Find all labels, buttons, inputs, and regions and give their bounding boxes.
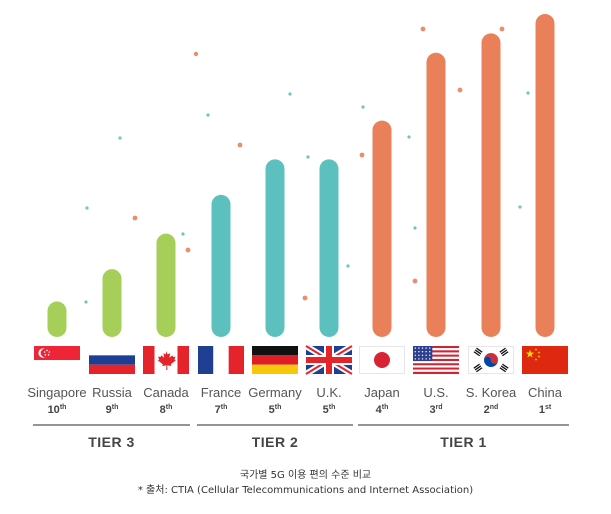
decor-dot [288,92,292,96]
rank-label: 1st [539,404,552,416]
chart-source: * 출처: CTIA (Cellular Telecommunications … [137,485,474,496]
tier-groups: TIER 3 TIER 2 TIER 1 [33,424,569,450]
decor-dot [518,205,522,209]
decorative-dots [84,26,530,304]
decor-dot [193,51,199,57]
decor-dot [407,135,411,139]
country-label: Singapore [27,385,86,400]
decor-dot [84,300,88,304]
decor-dot [118,136,122,140]
decor-dot [420,26,426,32]
chart-caption: 국가별 5G 이용 편의 수준 비교 [239,470,372,481]
rank-label: 2nd [484,404,499,416]
decor-dot [412,278,418,284]
decor-dot [185,247,191,253]
rank-label: 10th [48,404,67,416]
country-label: S. Korea [466,385,517,400]
decor-dot [85,206,89,210]
decor-dot [206,113,210,117]
bars [47,14,555,337]
tier-label: TIER 2 [252,434,299,450]
decor-dot [499,26,505,32]
decor-dot [181,232,185,236]
bar-s-korea [481,33,501,337]
china-flag-icon [522,346,568,374]
flags [34,343,568,377]
bar-singapore [47,301,67,337]
decor-dot [361,105,365,109]
tier-label: TIER 1 [440,434,487,450]
decor-dot [526,91,530,95]
us-flag-icon [413,346,459,374]
bar-canada [156,233,176,337]
rank-label: 5th [323,404,336,416]
bar-china [535,14,555,337]
country-label: Japan [364,385,399,400]
rank-label: 8th [160,404,173,416]
japan-flag-icon [359,346,405,374]
tier-label: TIER 3 [88,434,135,450]
decor-dot [457,87,463,93]
decor-dot [359,152,365,158]
country-label: France [201,385,241,400]
country-labels: Singapore 10th Russia 9th Canada 8th France 7th… [27,385,562,416]
country-label: U.S. [423,385,448,400]
bar-russia [102,269,122,337]
singapore-flag-icon [34,346,80,374]
south-korea-flag-icon [468,346,514,374]
country-label: Germany [248,385,302,400]
rank-label: 7th [215,404,228,416]
rank-label: 3rd [429,404,442,416]
decor-dot [302,295,308,301]
bar-u-s [426,52,446,337]
decor-dot [346,264,350,268]
rank-label: 9th [106,404,119,416]
country-label: China [528,385,563,400]
decor-dot [237,142,243,148]
country-label: Russia [92,385,133,400]
germany-flag-icon [252,346,298,374]
uk-flag-icon [304,343,354,377]
decor-dot [306,155,310,159]
france-flag-icon [198,346,244,374]
country-label: Canada [143,385,189,400]
decor-dot [132,215,138,221]
rank-label: 5th [269,404,282,416]
canada-flag-icon [143,346,189,374]
decor-dot [413,226,417,230]
rank-label: 4th [376,404,389,416]
bar-japan [372,120,392,337]
country-label: U.K. [316,385,341,400]
bar-france [211,194,231,337]
bar-germany [265,159,285,337]
russia-flag-icon [89,346,135,374]
bar-u-k [319,159,339,337]
